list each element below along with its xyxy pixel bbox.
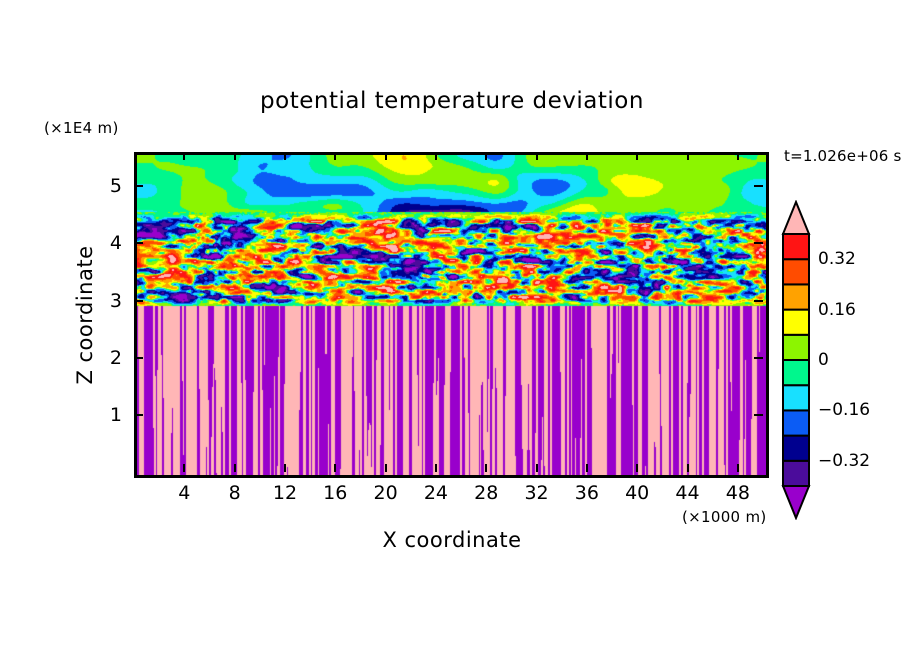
y-tick-label: 5 <box>109 175 122 198</box>
x-tick-mark <box>334 464 337 472</box>
x-tick-mark <box>334 152 337 160</box>
y-tick-label: 3 <box>109 289 122 312</box>
contour-field-canvas <box>137 155 766 475</box>
x-tick-mark <box>283 464 286 472</box>
y-tick-mark <box>134 242 143 245</box>
colorbar-tick-label: 0 <box>818 350 829 370</box>
x-tick-mark <box>636 152 639 160</box>
x-tick-label: 4 <box>178 482 191 504</box>
x-tick-mark <box>485 464 488 472</box>
colorbar-tick-label: 0.32 <box>818 249 856 270</box>
x-tick-mark <box>233 152 236 160</box>
x-tick-label: 12 <box>272 482 298 504</box>
x-tick-mark <box>535 464 538 472</box>
colorbar <box>781 200 811 520</box>
x-tick-label: 36 <box>574 482 599 504</box>
x-tick-label: 40 <box>625 482 650 504</box>
y-tick-mark <box>134 185 143 188</box>
x-tick-label: 48 <box>725 482 750 504</box>
page-title: potential temperature deviation <box>260 88 644 114</box>
x-tick-mark <box>686 464 689 472</box>
y-tick-label: 2 <box>109 346 122 369</box>
x-tick-mark <box>636 464 639 472</box>
y-tick-label: 4 <box>109 232 122 255</box>
y-tick-label: 1 <box>109 403 122 426</box>
y-axis-unit-label: (×1E4 m) <box>44 119 119 137</box>
x-tick-mark <box>384 152 387 160</box>
colorbar-tick-label: −0.32 <box>818 450 871 471</box>
y-tick-mark <box>134 356 143 359</box>
x-tick-label: 8 <box>228 482 241 504</box>
x-tick-label: 16 <box>323 482 348 504</box>
y-tick-mark <box>754 242 763 245</box>
x-tick-mark <box>686 152 689 160</box>
x-tick-mark <box>585 152 588 160</box>
x-tick-mark <box>736 152 739 160</box>
x-axis-title: X coordinate <box>382 528 522 552</box>
x-tick-mark <box>736 464 739 472</box>
y-tick-mark <box>754 185 763 188</box>
time-annotation: t=1.026e+06 s <box>784 147 902 165</box>
x-tick-mark <box>233 464 236 472</box>
x-tick-label: 32 <box>524 482 549 504</box>
colorbar-tick-label: −0.16 <box>818 400 871 421</box>
x-tick-mark <box>384 464 387 472</box>
x-tick-mark <box>283 152 286 160</box>
y-tick-mark <box>754 299 763 302</box>
x-tick-label: 44 <box>675 482 700 504</box>
y-tick-mark <box>754 413 763 416</box>
x-tick-mark <box>535 152 538 160</box>
x-tick-mark <box>485 152 488 160</box>
x-tick-label: 28 <box>474 482 499 504</box>
y-tick-mark <box>134 413 143 416</box>
y-tick-mark <box>754 356 763 359</box>
x-tick-mark <box>183 152 186 160</box>
colorbar-tick-label: 0.16 <box>818 299 856 320</box>
x-tick-mark <box>434 152 437 160</box>
x-tick-label: 20 <box>373 482 398 504</box>
x-tick-label: 24 <box>423 482 448 504</box>
x-axis-unit-label: (×1000 m) <box>682 508 767 526</box>
y-tick-mark <box>134 299 143 302</box>
x-tick-mark <box>585 464 588 472</box>
x-tick-mark <box>183 464 186 472</box>
x-tick-mark <box>434 464 437 472</box>
plot-area <box>134 152 769 478</box>
